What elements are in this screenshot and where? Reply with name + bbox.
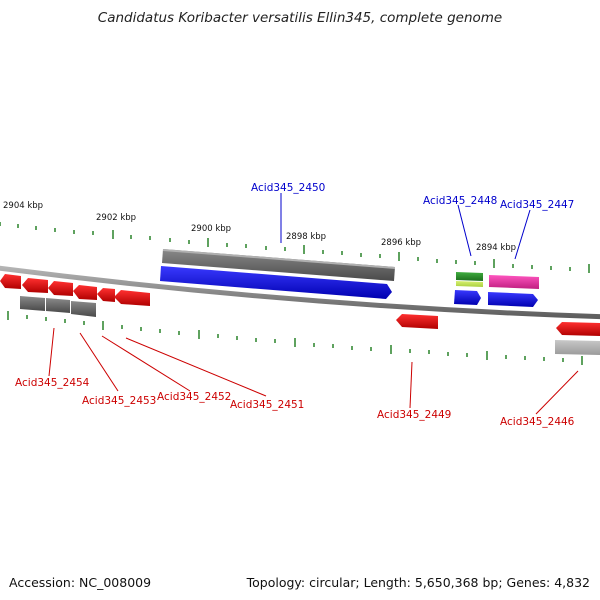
cds-arrow-2451[interactable] bbox=[114, 290, 150, 306]
cds-arrow-2448[interactable] bbox=[454, 290, 481, 305]
cds-arrow-2446[interactable] bbox=[556, 322, 600, 336]
scale-label-2894: 2894 kbp bbox=[476, 243, 516, 253]
gene-feature-2450[interactable] bbox=[162, 249, 395, 281]
genome-backbone bbox=[0, 265, 600, 320]
gene-feature-2454[interactable] bbox=[20, 296, 45, 311]
cds-arrow-2449[interactable] bbox=[396, 314, 438, 329]
gene-feature-2446[interactable] bbox=[555, 340, 600, 355]
gene-feature-2448[interactable] bbox=[456, 272, 483, 281]
scale-label-2898: 2898 kbp bbox=[286, 232, 326, 242]
gene-label-2450[interactable]: Acid345_2450 bbox=[251, 182, 325, 194]
cds-arrow-2447[interactable] bbox=[488, 292, 538, 307]
gene-label-2452[interactable]: Acid345_2452 bbox=[157, 391, 231, 403]
gene-label-2446[interactable]: Acid345_2446 bbox=[500, 416, 575, 428]
scale-label-2900: 2900 kbp bbox=[191, 224, 231, 234]
gene-feature-2448-lower bbox=[456, 281, 483, 287]
scale-label-2896: 2896 kbp bbox=[381, 238, 421, 248]
scale-label-2904: 2904 kbp bbox=[3, 201, 43, 211]
cds-arrow-2454b[interactable] bbox=[22, 278, 48, 293]
upper-scale-ticks bbox=[0, 222, 590, 273]
genome-summary-text: Topology: circular; Length: 5,650,368 bp… bbox=[246, 575, 590, 590]
cds-arrow-2454-left[interactable] bbox=[0, 274, 21, 289]
gene-label-2447[interactable]: Acid345_2447 bbox=[500, 199, 574, 211]
gene-feature-2447[interactable] bbox=[489, 275, 539, 289]
scale-label-2902: 2902 kbp bbox=[96, 213, 136, 223]
map-title: Candidatus Koribacter versatilis Ellin34… bbox=[97, 10, 503, 26]
gene-feature-2452[interactable] bbox=[71, 301, 96, 317]
gene-label-2448[interactable]: Acid345_2448 bbox=[423, 195, 497, 207]
gene-feature-2450-highlight bbox=[163, 249, 395, 269]
cds-arrow-2450[interactable] bbox=[160, 266, 392, 299]
gene-label-2453[interactable]: Acid345_2453 bbox=[82, 395, 156, 407]
label-connectors bbox=[48, 193, 579, 415]
cds-arrow-2452[interactable] bbox=[97, 288, 115, 302]
gene-feature-2453[interactable] bbox=[46, 298, 70, 313]
cds-arrow-2454[interactable] bbox=[48, 281, 73, 296]
cds-arrow-2453[interactable] bbox=[73, 285, 97, 300]
accession-text: Accession: NC_008009 bbox=[9, 575, 152, 590]
gene-label-2454[interactable]: Acid345_2454 bbox=[15, 377, 90, 389]
gene-label-2451[interactable]: Acid345_2451 bbox=[230, 399, 304, 411]
lower-scale-ticks bbox=[7, 311, 583, 365]
gene-label-2449[interactable]: Acid345_2449 bbox=[377, 409, 451, 421]
